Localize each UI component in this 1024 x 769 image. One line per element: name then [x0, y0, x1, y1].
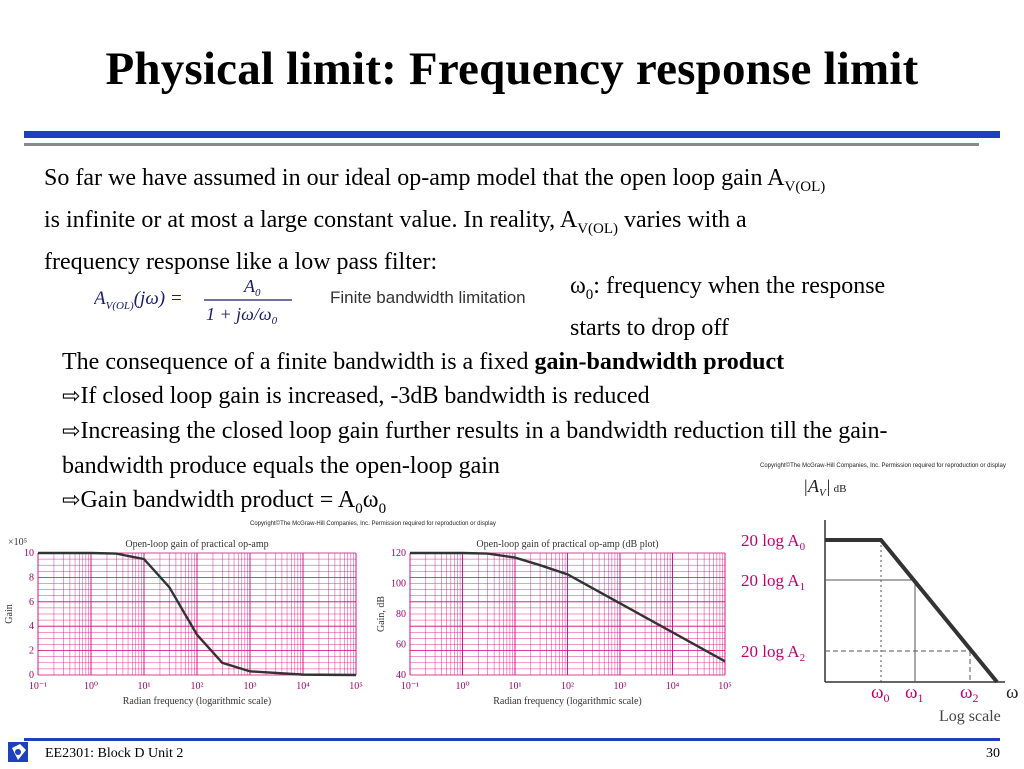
intro-paragraph: So far we have assumed in our ideal op-a…	[44, 162, 994, 279]
y-tick-label: 80	[396, 609, 406, 620]
bullet-2: ⇨Increasing the closed loop gain further…	[62, 414, 902, 483]
y-multiplier: ×10⁵	[8, 537, 27, 548]
x-tick-label: 10⁵	[718, 681, 732, 692]
intro-text-3: varies with a	[618, 207, 747, 233]
bode-sketch-chart: |AV| dB 20 log A0 20 log A1 20 log A2 ω0 ω1 ω2 ω…	[741, 476, 1019, 725]
chart-title: Open-loop gain of practical op-amp	[125, 539, 268, 550]
x-freq-label: ω2	[960, 682, 979, 705]
gbw-intro-text: The consequence of a finite bandwidth is…	[62, 349, 535, 375]
footer-rule	[24, 738, 1000, 741]
gain-curve	[410, 551, 726, 663]
copyright-notice-2: Copyright©The McGraw-Hill Companies, Inc…	[760, 463, 1006, 469]
x-axis-label: Radian frequency (logarithmic scale)	[123, 696, 272, 707]
intro-subscript-1: V(OL)	[784, 179, 826, 195]
x-tick-label: 10³	[614, 681, 627, 692]
omega-symbol: ω	[570, 273, 586, 299]
arrow-icon: ⇨	[62, 488, 81, 513]
copyright-notice-1: Copyright©The McGraw-Hill Companies, Inc…	[250, 521, 496, 527]
title-rule-blue	[24, 131, 1000, 138]
title-rule-gray	[24, 143, 979, 146]
x-tick-label: 10⁻¹	[29, 681, 47, 692]
x-tick-label: 10³	[244, 681, 257, 692]
x-tick-label: 10²	[561, 681, 574, 692]
y-tick-label: 120	[391, 548, 406, 559]
footer-page-number: 30	[986, 746, 1000, 761]
formula-graphic: AV(OL)(jω) = A0 1 + jω/ω0	[92, 276, 292, 327]
omega-note: ω0: frequency when the response starts t…	[570, 270, 900, 345]
formula-numerator: A0	[243, 276, 261, 299]
x-tick-label: 10²	[191, 681, 204, 692]
y-tick-label: 4	[29, 621, 34, 632]
intro-text-2: is infinite or at most a large constant …	[44, 207, 578, 233]
y-tick-label: 2	[29, 646, 34, 657]
x-tick-label: 10⁰	[84, 681, 98, 692]
y-level-label: 20 log A0	[741, 531, 806, 553]
intro-text-4: frequency response like a low pass filte…	[44, 249, 438, 275]
footer-course: EE2301: Block D Unit 2	[45, 746, 184, 761]
omega-subscript: 0	[585, 287, 594, 303]
bullet-1-text: If closed loop gain is increased, -3dB b…	[80, 383, 650, 409]
db-gain-chart: 40 60 80 100 120 10⁻¹ 10⁰ 10¹ 10² 10³ 10⁴ 10⁵ Open-l…	[376, 539, 732, 707]
university-logo-icon	[6, 738, 32, 764]
x-tick-label: 10⁻¹	[401, 681, 419, 692]
y-tick-label: 6	[29, 597, 34, 608]
formula-lhs: AV(OL)(jω) =	[94, 288, 183, 312]
log-scale-label: Log scale	[939, 708, 1001, 725]
y-axis-label: |AV| dB	[803, 476, 846, 499]
chart-title: Open-loop gain of practical op-amp (dB p…	[476, 539, 658, 550]
gain-bandwidth-section: The consequence of a finite bandwidth is…	[62, 345, 942, 526]
bullet-3-omega: ω	[362, 487, 379, 513]
transfer-function-formula: AV(OL)(jω) = A0 1 + jω/ω0	[92, 272, 314, 333]
arrow-icon: ⇨	[62, 419, 81, 444]
gain-curve	[38, 551, 357, 677]
y-level-label: 20 log A1	[741, 571, 805, 593]
gbw-bold-term: gain-bandwidth product	[534, 349, 785, 375]
x-tick-label: 10⁴	[296, 681, 310, 692]
y-axis-label: Gain	[4, 604, 15, 623]
x-freq-label: ω1	[905, 682, 924, 705]
bullet-3: ⇨Gain bandwidth product = A0ω0	[62, 483, 942, 526]
omega-note-text: : frequency when the response starts to …	[570, 273, 886, 341]
finite-bandwidth-label: Finite bandwidth limitation	[330, 288, 526, 307]
gbw-intro: The consequence of a finite bandwidth is…	[62, 345, 942, 379]
x-tick-label: 10¹	[138, 681, 151, 692]
bode-asymptote	[825, 538, 999, 684]
y-tick-label: 10	[24, 548, 34, 559]
x-tick-label: 10¹	[509, 681, 522, 692]
arrow-icon: ⇨	[62, 384, 81, 409]
bullet-3-sub-2: 0	[378, 501, 387, 517]
y-tick-label: 8	[29, 572, 34, 583]
bullet-1: ⇨If closed loop gain is increased, -3dB …	[62, 379, 942, 414]
x-tick-label: 10⁴	[666, 681, 680, 692]
intro-subscript-2: V(OL)	[577, 221, 619, 237]
formula-denominator: 1 + jω/ω0	[206, 304, 278, 327]
y-tick-label: 60	[396, 640, 406, 651]
y-axis-label: Gain, dB	[376, 596, 387, 632]
intro-text-1: So far we have assumed in our ideal op-a…	[44, 165, 785, 191]
bullet-3-text: Gain bandwidth product = A	[80, 487, 356, 513]
x-tick-label: 10⁰	[455, 681, 469, 692]
x-freq-label: ω	[1006, 682, 1019, 703]
linear-gain-chart: 0 2 4 6 8 10 10⁻¹ 10⁰ 10¹ 10² 10³ 10⁴ 10⁵ Open-loop g…	[4, 537, 363, 707]
y-tick-label: 40	[396, 670, 406, 681]
y-level-label: 20 log A2	[741, 642, 805, 664]
bullet-3-sub-1: 0	[355, 501, 363, 517]
x-freq-label: ω0	[871, 682, 890, 705]
page-title: Physical limit: Frequency response limit	[105, 43, 919, 95]
x-axis-label: Radian frequency (logarithmic scale)	[493, 696, 642, 707]
y-tick-label: 0	[29, 670, 34, 681]
x-tick-label: 10⁵	[349, 681, 363, 692]
y-tick-label: 100	[391, 579, 406, 590]
bullet-2-text: Increasing the closed loop gain further …	[62, 418, 888, 479]
